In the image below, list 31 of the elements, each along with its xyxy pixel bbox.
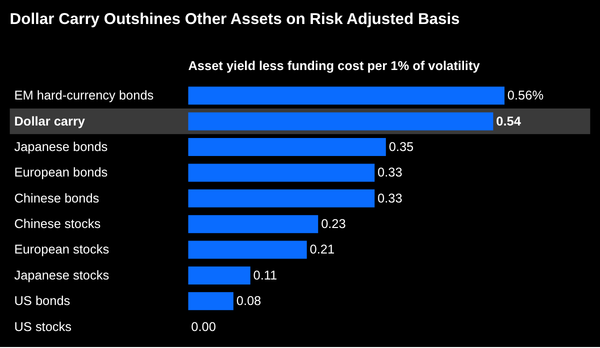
- bar: [188, 292, 234, 310]
- bar: [188, 164, 375, 182]
- data-label: 0.54: [496, 113, 522, 128]
- y-tick-label: European stocks: [14, 242, 110, 257]
- bar: [188, 240, 307, 259]
- data-label: 0.11: [253, 267, 278, 282]
- bar: [188, 86, 504, 105]
- y-tick-label: EM hard-currency bonds: [14, 88, 154, 103]
- y-tick-label: Chinese bonds: [14, 190, 100, 206]
- bar: [188, 112, 494, 130]
- y-tick-label: Dollar carry: [14, 113, 86, 128]
- y-tick-label: European bonds: [14, 164, 108, 180]
- y-tick-label: Chinese stocks: [14, 216, 101, 232]
- data-label: 0.23: [321, 216, 346, 232]
- bar: [188, 138, 386, 156]
- y-tick-label: US stocks: [14, 318, 72, 334]
- bar: [188, 266, 250, 284]
- bar: [188, 189, 375, 208]
- data-label: 0.35: [388, 138, 414, 154]
- bar: [188, 215, 318, 234]
- y-tick-label: US bonds: [14, 293, 70, 308]
- data-label: 0.33: [378, 190, 402, 206]
- data-label: 0.08: [236, 293, 262, 308]
- chart-subtitle: Asset yield less funding cost per 1% of volatility: [188, 58, 481, 74]
- data-label: 0.21: [310, 242, 335, 257]
- data-label: 0.56%: [507, 88, 544, 103]
- data-label: 0.00: [191, 318, 216, 334]
- data-label: 0.33: [378, 164, 402, 180]
- y-tick-label: Japanese bonds: [14, 138, 108, 154]
- chart-title: Dollar Carry Outshines Other Assets on Risk Adjusted Basis: [10, 10, 460, 28]
- y-tick-label: Japanese stocks: [14, 267, 110, 282]
